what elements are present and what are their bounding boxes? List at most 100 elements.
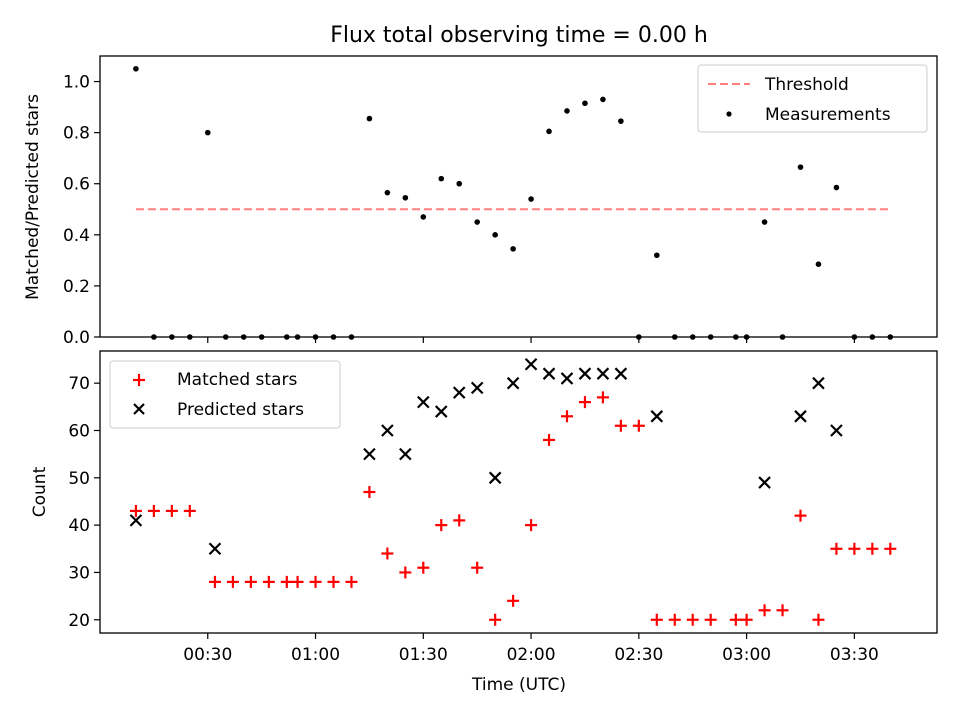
matched-star-point [776,604,789,617]
matched-star-point [489,613,502,626]
legend-measurements-swatch [726,111,732,117]
matched-star-point [208,575,221,588]
measurement-point [582,100,588,107]
top-legend-box [697,64,928,133]
matched-star-point [262,575,275,588]
predicted-star-point [812,376,825,390]
matched-star-point [244,575,257,588]
measurement-point [761,219,768,225]
matched-star-point [632,419,645,432]
measurement-point [420,214,427,220]
predicted-star-point [417,395,430,409]
measurement-point [402,194,409,201]
measurement-point [492,232,498,238]
measurement-point [456,180,463,187]
measurement-point [546,128,552,135]
predicted-star-point [542,367,556,380]
y-tick-label: 0.2 [63,277,90,297]
predicted-star-point [434,405,448,418]
matched-star-point [345,575,358,588]
matched-star-point [729,613,742,626]
x-tick-label: 02:00 [507,645,556,665]
matched-star-point [578,396,591,409]
y-tick-label: 1.0 [63,73,90,93]
y-tick-label: 0.0 [63,328,90,348]
matched-star-point [848,542,861,555]
measurement-point [474,219,480,225]
matched-star-point [147,504,160,517]
matched-star-point [291,575,304,588]
top-y-axis-label: Matched/Predicted stars [23,94,43,300]
measurement-point [797,164,804,170]
matched-star-point [363,486,376,498]
predicted-star-point [363,447,376,461]
top-axes-frame [99,55,938,338]
predicted-star-point [578,367,592,380]
matched-star-point [435,519,448,532]
x-tick-label: 00:30 [183,645,232,665]
matched-star-point [471,561,484,574]
matched-star-point [884,542,897,555]
predicted-star-point [129,514,143,527]
measurement-point [438,175,445,182]
y-tick-label: 50 [68,469,90,489]
predicted-star-point [399,447,412,461]
predicted-star-point [381,424,394,437]
predicted-star-point [524,357,538,371]
matched-star-point [686,613,699,626]
legend-matched-swatch [133,374,145,386]
matched-star-point [417,561,430,574]
predicted-star-point [452,386,466,399]
measurement-point [510,246,516,252]
matched-star-point [812,613,825,626]
y-tick-label: 30 [68,563,90,583]
predicted-star-point [650,410,664,423]
matched-star-point [794,509,807,522]
top-x-ticks [207,337,855,343]
y-tick-label: 40 [68,516,90,536]
measurement-point [366,115,373,122]
matched-star-point [327,575,340,588]
matched-star-point [129,504,142,517]
x-axis-label: Time (UTC) [471,675,566,695]
measurement-point [654,252,660,259]
x-tick-label: 02:30 [614,645,663,665]
legend-predicted-swatch [133,403,145,415]
matched-star-point [830,542,843,555]
measurement-point [564,108,570,114]
legend-threshold-label: Threshold [764,75,849,95]
matched-star-point [596,391,609,404]
y-tick-label: 20 [68,611,90,631]
predicted-star-point [830,424,843,437]
matched-star-point [866,542,879,555]
matched-star-point [740,613,753,626]
legend-matched-label: Matched stars [177,370,297,390]
measurement-point [618,118,624,124]
bottom-axes-frame [99,350,938,634]
y-tick-label: 70 [68,374,90,394]
matched-star-point [183,504,196,517]
predicted-star-point [506,376,520,390]
matched-star-point [525,519,538,532]
matched-star-point [650,613,663,626]
matched-star-point [226,575,239,588]
x-tick-label: 03:00 [722,645,771,665]
predicted-star-point [596,367,610,380]
matched-star-point [453,514,466,527]
top-y-ticks: 0.0 0.2 0.4 0.6 0.8 1.0 [63,73,100,348]
x-tick-label: 03:30 [830,645,879,665]
matched-star-point [309,575,322,588]
figure-title: Flux total observing time = 0.00 h [330,23,708,48]
predicted-star-point [488,471,502,485]
measurement-point [384,189,391,196]
legend-predicted-label: Predicted stars [177,400,304,420]
matched-star-point [668,613,681,626]
predicted-star-point [208,542,222,556]
y-tick-label: 0.6 [63,175,90,195]
top-panel: 0.0 0.2 0.4 0.6 0.8 1.0 Matched/Predicted sta… [23,55,938,348]
measurement-point [133,65,139,72]
bottom-panel: 20 30 40 50 60 70 00:30 01:00 01:30 02:00 02:30 03… [30,350,938,695]
predicted-star-point [614,367,628,380]
measurement-point [815,261,822,267]
